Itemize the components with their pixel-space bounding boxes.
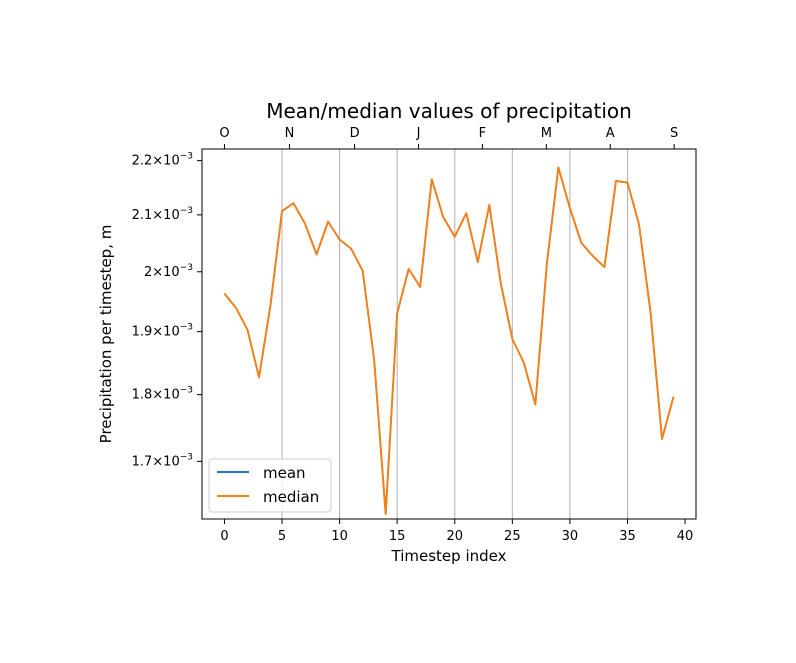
x-tick-label: 10 [331, 529, 348, 544]
top-tick-label: S [670, 126, 678, 141]
top-tick-label: F [479, 126, 486, 141]
series-line-median [223, 166, 675, 515]
y-tick-label: 2.2×10−3 [132, 152, 193, 169]
plot-lines [223, 166, 675, 515]
legend-label-median: median [263, 488, 319, 506]
legend-label-mean: mean [263, 464, 306, 482]
legend: mean median [208, 458, 332, 513]
plot-frame [201, 148, 697, 520]
y-tick-label: 1.8×10−3 [132, 386, 193, 403]
top-tick-label: M [541, 126, 552, 141]
y-tick-label: 2.1×10−3 [132, 206, 193, 223]
x-tick-label: 15 [389, 529, 406, 544]
top-tick-label: D [350, 126, 360, 141]
x-axis-label: Timestep index [391, 547, 507, 565]
y-tick-label: 2×10−3 [144, 263, 193, 280]
top-tick-label: O [219, 126, 229, 141]
y-tick-label: 1.9×10−3 [132, 323, 193, 340]
top-tick-label: A [606, 126, 615, 141]
top-tick-label: J [416, 126, 421, 141]
x-axis-ticks: 0 5 10 15 20 25 30 35 40 [220, 519, 693, 544]
y-tick-label: 1.7×10−3 [132, 452, 193, 469]
x-tick-label: 35 [619, 529, 636, 544]
chart-title: Mean/median values of precipitation [266, 99, 632, 123]
x-tick-label: 0 [220, 529, 228, 544]
x-tick-label: 20 [446, 529, 463, 544]
y-axis-ticks: 1.7×10−3 1.8×10−3 1.9×10−3 2×10−3 2.1×10−3 2.… [132, 152, 202, 469]
top-tick-label: N [285, 126, 295, 141]
x-tick-label: 30 [562, 529, 579, 544]
x-tick-label: 5 [278, 529, 286, 544]
y-axis-label: Precipitation per timestep, m [97, 225, 115, 444]
x-tick-label: 25 [504, 529, 521, 544]
x-tick-label: 40 [677, 529, 694, 544]
